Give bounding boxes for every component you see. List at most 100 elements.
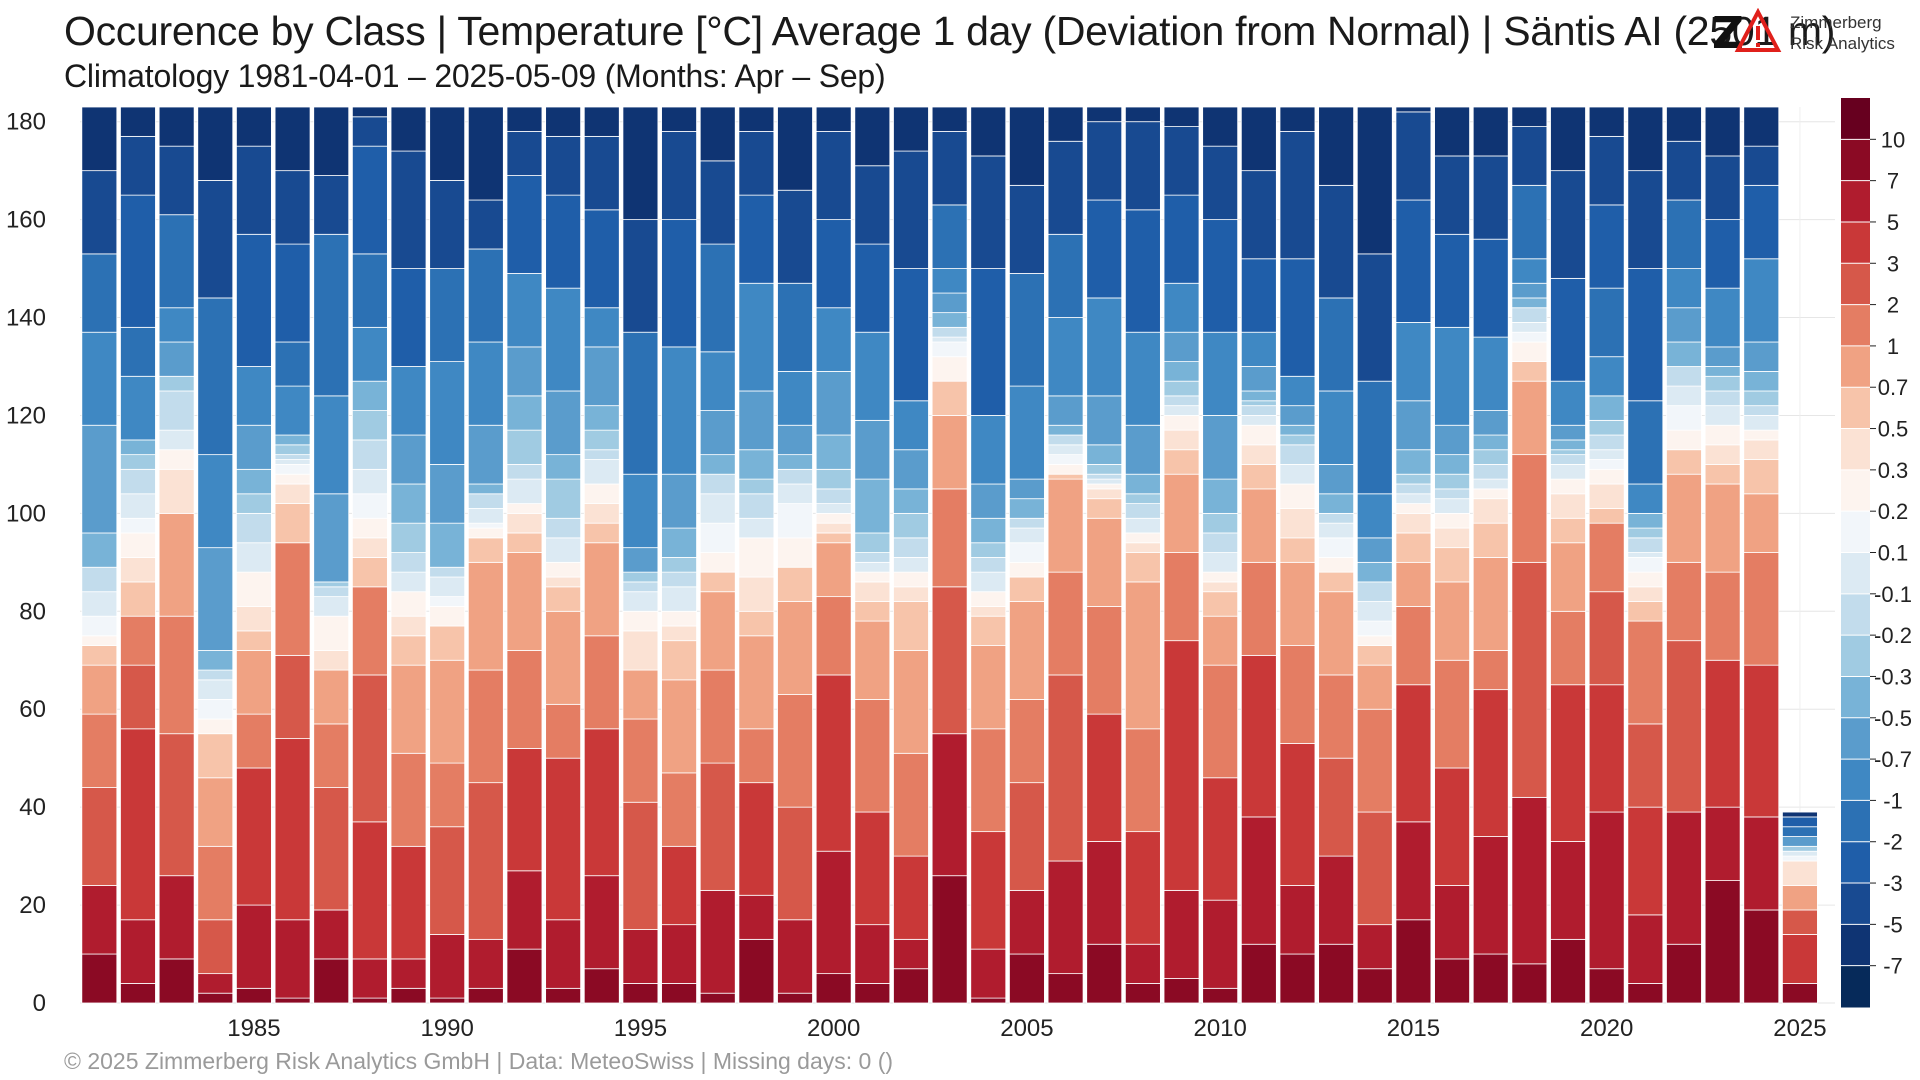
bar-segment [1163,106,1200,127]
bar-segment [970,997,1007,1004]
bar-segment [1434,155,1470,235]
x-tick-label: 2025 [1773,1015,1826,1042]
bar-segment [351,145,388,255]
bar-segment [893,752,929,857]
bar-segment [120,326,156,377]
bar-segment [661,983,697,1004]
bar-segment [506,870,543,950]
bar-segment [699,473,736,495]
bar-segment [699,454,736,475]
bar-segment [1550,380,1586,426]
bar-segment [1434,581,1470,661]
bar-segment [815,503,852,514]
bar-segment [390,522,427,553]
bar-segment [467,248,504,343]
colorbar-swatch [1841,387,1870,430]
colorbar-swatch [1841,635,1870,677]
bar-segment [1704,880,1741,1004]
bar-segment [1472,449,1509,465]
bar-segment [1124,503,1161,519]
x-tick-label: 2010 [1193,1015,1246,1042]
bar-segment [1782,811,1818,818]
bar-1982 [120,106,156,1004]
bar-segment [313,493,350,583]
bar-segment [545,610,582,705]
bar-segment [1047,434,1084,446]
bar-segment [197,845,234,921]
y-tick-label: 140 [6,305,46,332]
bar-segment [893,488,929,514]
bar-segment [583,875,620,970]
bar-segment [854,983,891,1004]
bar-segment [970,557,1007,573]
colorbar-swatch [1841,552,1870,595]
bar-segment [1627,537,1664,553]
bar-segment [1472,557,1509,651]
bar-segment [970,483,1007,519]
bar-segment [1588,811,1625,970]
bar-segment [197,973,234,994]
bar-segment [1704,346,1741,367]
x-tick-label: 1990 [420,1015,473,1042]
bar-segment [1588,968,1625,1004]
bar-segment [777,601,813,695]
bar-segment [506,748,543,872]
bar-segment [815,468,852,490]
bar-segment [313,615,350,651]
bar-segment [1666,429,1702,451]
bar-segment [1782,816,1818,828]
bar-segment [1743,145,1780,186]
bar-segment [429,659,466,764]
bar-segment [893,537,929,558]
bar-segment [1472,464,1509,480]
bar-segment [1124,552,1161,583]
bar-segment [1588,483,1625,509]
y-tick-label: 160 [6,207,46,234]
bar-segment [1743,493,1780,553]
colorbar-label: -1 [1883,788,1903,813]
bar-1994 [583,106,620,1004]
bar-segment [197,297,234,456]
bar-segment [390,664,427,754]
bar-segment [1472,410,1509,436]
bar-segment [1124,493,1161,504]
bar-segment [1782,855,1818,862]
bar-segment [120,375,156,441]
bar-segment [1511,341,1548,362]
bar-segment [1124,121,1161,211]
bar-segment [1666,366,1702,387]
bar-segment [1124,106,1161,123]
bar-segment [390,635,427,666]
bar-segment [738,282,775,392]
bar-segment [699,762,736,891]
chart-subtitle: Climatology 1981-04-01 – 2025-05-09 (Mon… [64,58,886,94]
bar-1999 [777,106,813,1004]
bar-segment [893,512,929,539]
bar-segment [351,253,388,328]
bar-segment [1009,527,1045,544]
bar-segment [699,992,736,1004]
bar-segment [120,557,156,583]
bar-segment [1202,591,1239,617]
bar-segment [1318,591,1355,676]
bar-segment [583,968,620,1004]
bar-segment [1782,983,1818,1004]
bar-segment [545,478,582,519]
bar-segment [313,581,350,588]
bar-segment [1666,561,1702,642]
bar-segment [506,175,543,274]
bar-segment [1047,478,1084,573]
bar-segment [1279,434,1316,446]
bar-2020 [1588,106,1625,1004]
bar-segment [815,596,852,676]
colorbar-label: 0.5 [1878,417,1909,442]
bar-segment [1202,532,1239,553]
bar-segment [1356,924,1393,970]
bar-segment [158,468,195,514]
bar-segment [1047,106,1084,142]
bar-segment [854,924,891,984]
bar-segment [854,620,891,700]
bar-segment [1009,542,1045,563]
bar-segment [351,557,388,588]
bar-segment [1202,664,1239,779]
